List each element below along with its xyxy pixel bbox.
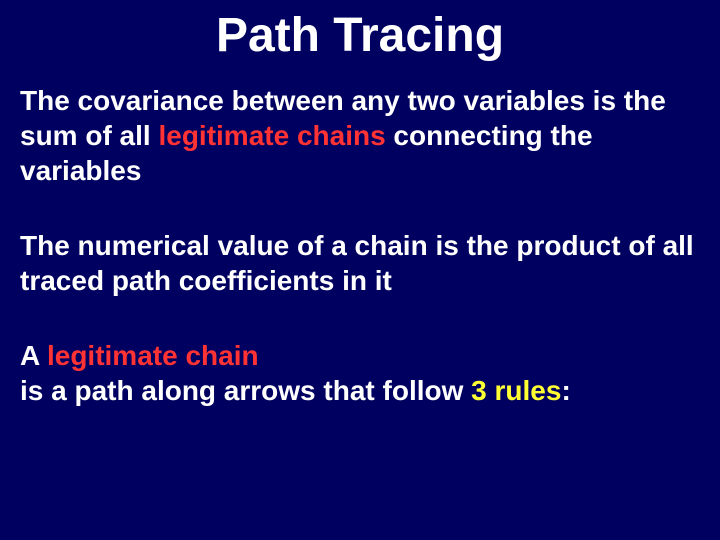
p1-highlight: legitimate chains [158,120,385,151]
paragraph-2: The numerical value of a chain is the pr… [20,228,700,298]
paragraph-1: The covariance between any two variables… [20,83,700,188]
slide-container: Path Tracing The covariance between any … [0,0,720,540]
p3-text-2: is a path along arrows that follow [20,375,471,406]
p3-highlight-2: 3 rules [471,375,561,406]
p3-text-3: : [561,375,570,406]
paragraph-3: A legitimate chain is a path along arrow… [20,338,700,408]
p3-text-1: A [20,340,47,371]
slide-title: Path Tracing [20,8,700,63]
p3-highlight-1: legitimate chain [47,340,259,371]
